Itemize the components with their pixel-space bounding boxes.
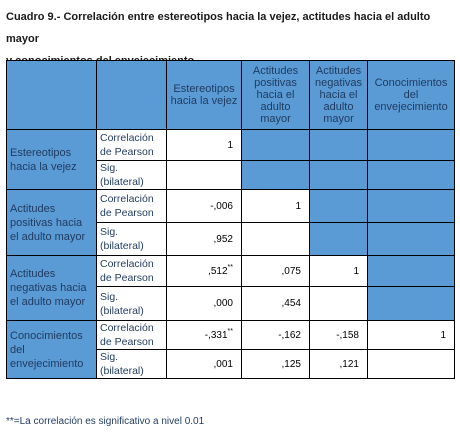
caption-line-1: Cuadro 9.- Correlación entre estereotipo…	[6, 11, 431, 45]
header-row: Estereotipos hacia la vejez Actitudes po…	[6, 60, 455, 130]
correlation-table: Estereotipos hacia la vejez Actitudes po…	[6, 60, 455, 379]
row-label-estereotipos: Estereotipos hacia la vejez	[6, 129, 97, 190]
sig-cell	[166, 160, 242, 190]
row-label-conocimientos: Conocimientos del envejecimiento	[6, 320, 97, 379]
header-actitudes-negativas: Actitudes negativas hacia el adulto mayo…	[309, 60, 368, 130]
pearson-value: -,006	[210, 200, 233, 212]
sig-value: ,000	[213, 298, 233, 309]
pearson-cell	[367, 129, 455, 161]
sig-cell: ,001	[166, 349, 242, 379]
header-actitudes-positivas: Actitudes positivas hacia el adulto mayo…	[241, 60, 310, 130]
table-row: Actitudes negativas hacia el adulto mayo…	[6, 255, 455, 321]
table-row: Sig. (bilateral) ,000 ,454	[7, 286, 455, 321]
table-row: Sig. (bilateral) ,001 ,125 ,121	[7, 349, 455, 379]
stat-label-pearson: Correlación de Pearson	[96, 320, 167, 350]
sig-cell: ,454	[241, 286, 310, 321]
pearson-value: 1	[227, 139, 233, 151]
pearson-cell: 1	[309, 255, 368, 287]
pearson-value: -,162	[278, 329, 301, 341]
sig-value: ,125	[281, 358, 301, 370]
sig-value: ,454	[281, 298, 301, 309]
stat-label-sig: Sig. (bilateral)	[96, 286, 167, 321]
sig-cell: ,125	[241, 349, 310, 379]
row-label-actitudes-positivas: Actitudes positivas hacia el adulto mayo…	[6, 189, 97, 256]
row-label-actitudes-negativas: Actitudes negativas hacia el adulto mayo…	[6, 255, 97, 321]
sig-cell: ,000	[166, 286, 242, 321]
sig-cell	[367, 349, 455, 379]
pearson-cell: 1	[241, 189, 310, 223]
pearson-cell	[309, 189, 368, 223]
pearson-value: ,512	[208, 265, 228, 277]
pearson-cell: 1	[367, 320, 455, 350]
significance-marker: **	[227, 327, 233, 335]
table-row: Actitudes positivas hacia el adulto mayo…	[6, 189, 455, 256]
pearson-value: -,331	[204, 329, 228, 341]
pearson-cell	[241, 129, 310, 161]
sig-cell: ,121	[309, 349, 368, 379]
pearson-cell: ,512**	[166, 255, 242, 287]
sig-value: ,952	[213, 233, 233, 245]
table-row: Conocimientos del envejecimiento Correlac…	[6, 320, 455, 379]
pearson-cell: 1	[166, 129, 242, 161]
stat-label-pearson: Correlación de Pearson	[96, 129, 167, 161]
pearson-cell: ,075	[241, 255, 310, 287]
pearson-value: -,158	[336, 329, 359, 341]
table-row: Estereotipos hacia la vejez Correlación d…	[6, 129, 455, 190]
significance-marker: **	[227, 263, 233, 271]
sig-cell: ,952	[166, 222, 242, 256]
pearson-cell: -,006	[166, 189, 242, 223]
stat-label-sig: Sig. (bilateral)	[96, 349, 167, 379]
pearson-cell: -,162	[241, 320, 310, 350]
sig-cell	[309, 222, 368, 256]
sig-cell	[241, 160, 310, 190]
sig-cell	[367, 160, 455, 190]
table-row: Sig. (bilateral)	[7, 160, 455, 190]
sig-cell	[367, 222, 455, 256]
sig-cell	[309, 160, 368, 190]
pearson-value: 1	[295, 200, 301, 212]
header-corner-stat	[96, 60, 167, 130]
stat-label-sig: Sig. (bilateral)	[96, 222, 167, 256]
pearson-cell	[367, 255, 455, 287]
pearson-cell: -,331**	[166, 320, 242, 350]
pearson-value: 1	[353, 265, 359, 277]
pearson-cell: -,158	[309, 320, 368, 350]
stat-label-sig: Sig. (bilateral)	[96, 160, 167, 190]
sig-value: ,121	[339, 358, 359, 370]
pearson-cell	[367, 189, 455, 223]
stat-label-pearson: Correlación de Pearson	[96, 189, 167, 223]
pearson-cell	[309, 129, 368, 161]
sig-value: ,001	[213, 358, 233, 370]
sig-cell	[309, 286, 368, 321]
pearson-value: ,075	[281, 265, 301, 277]
stat-label-pearson: Correlación de Pearson	[96, 255, 167, 287]
header-estereotipos: Estereotipos hacia la vejez	[166, 60, 242, 130]
header-conocimientos: Conocimientos del envejecimiento	[367, 60, 455, 130]
sig-cell	[241, 222, 310, 256]
pearson-value: 1	[440, 329, 446, 341]
header-corner	[6, 60, 97, 130]
sig-cell	[367, 286, 455, 321]
footnote: **=La correlación es significativo a niv…	[6, 416, 205, 427]
